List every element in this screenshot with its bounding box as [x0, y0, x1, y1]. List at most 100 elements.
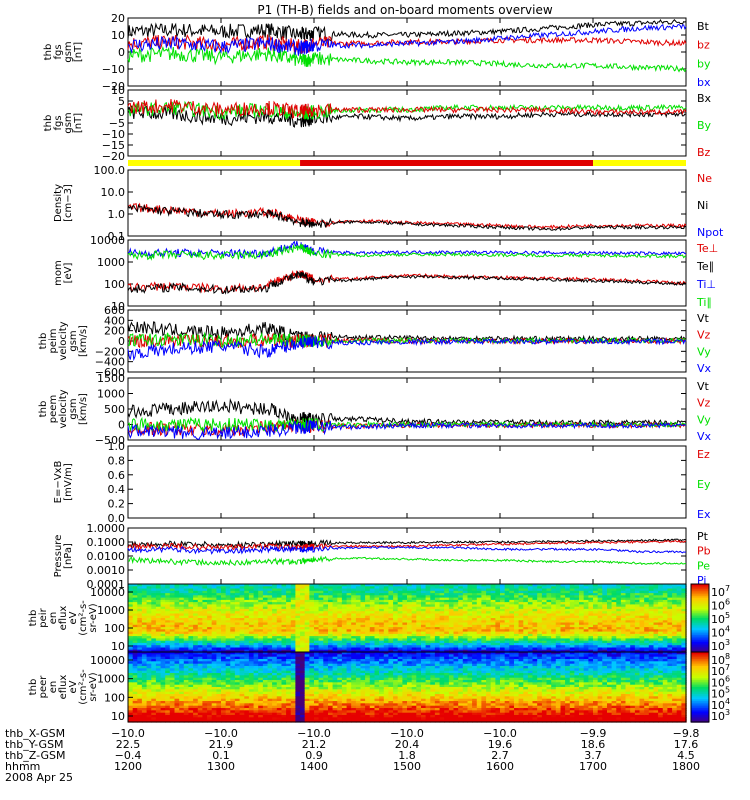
- spectrogram-cell: [174, 640, 180, 644]
- spectrogram-cell: [216, 701, 222, 704]
- spectrogram-cell: [328, 622, 334, 626]
- spectrogram-cell: [500, 640, 506, 644]
- spectrogram-cell: [155, 708, 162, 711]
- spectrogram-cell: [239, 631, 245, 635]
- spectrogram-cell: [332, 645, 338, 649]
- spectrogram-cell: [146, 708, 152, 711]
- spectrogram-cell: [667, 586, 673, 590]
- spectrogram-cell: [597, 636, 603, 639]
- spectrogram-cell: [276, 703, 283, 707]
- spectrogram-cell: [290, 613, 297, 617]
- spectrogram-cell: [337, 615, 343, 619]
- spectrogram-cell: [555, 586, 562, 590]
- spectrogram-cell: [620, 631, 627, 635]
- spectrogram-cell: [165, 689, 171, 693]
- spectrogram-cell: [379, 633, 385, 637]
- spectrogram-cell: [230, 593, 236, 596]
- spectrogram-cell: [546, 642, 552, 646]
- spectrogram-cell: [393, 590, 399, 594]
- spectrogram-cell: [676, 584, 682, 587]
- spectrogram-cell: [151, 698, 157, 702]
- y-tick-label: 1000: [97, 388, 125, 401]
- spectrogram-cell: [216, 611, 222, 615]
- spectrogram-cell: [216, 656, 222, 660]
- spectrogram-cell: [276, 682, 283, 686]
- spectrogram-cell: [523, 622, 529, 626]
- colorbar-cell: [691, 618, 709, 621]
- spectrogram-cell: [374, 627, 380, 630]
- spectrogram-cell: [193, 663, 199, 667]
- spectrogram-cell: [211, 696, 217, 700]
- spectrogram-cell: [662, 627, 669, 630]
- spectrogram-cell: [662, 645, 669, 649]
- spectrogram-cell: [300, 629, 306, 633]
- spectrogram-cell: [565, 584, 571, 587]
- spectrogram-cell: [244, 606, 250, 610]
- spectrogram-cell: [318, 593, 324, 596]
- spectrogram-cell: [146, 696, 152, 700]
- spectrogram-cell: [183, 647, 190, 651]
- spectrogram-cell: [546, 602, 552, 605]
- spectrogram-cell: [481, 631, 487, 635]
- spectrogram-cell: [537, 602, 543, 605]
- spectrogram-cell: [309, 599, 315, 603]
- spectrogram-cell: [211, 656, 217, 660]
- spectrogram-cell: [155, 597, 162, 601]
- y-tick-label: −20: [102, 80, 125, 93]
- spectrogram-cell: [248, 624, 255, 628]
- spectrogram-cell: [183, 680, 190, 683]
- spectrogram-cell: [202, 649, 208, 653]
- spectrogram-cell: [500, 611, 506, 615]
- spectrogram-cell: [160, 705, 166, 709]
- spectrogram-cell: [439, 584, 445, 587]
- spectrogram-cell: [253, 715, 259, 718]
- spectrogram-cell: [616, 590, 622, 594]
- spectrogram-cell: [416, 613, 422, 617]
- spectrogram-cell: [267, 717, 273, 721]
- spectrogram-cell: [281, 586, 287, 590]
- spectrogram-cell: [155, 595, 162, 599]
- spectrogram-cell: [500, 608, 506, 612]
- spectrogram-cell: [602, 620, 608, 624]
- spectrogram-cell: [193, 673, 199, 676]
- spectrogram-cell: [248, 608, 255, 612]
- spectrogram-cell: [151, 631, 157, 635]
- spectrogram-cell: [355, 613, 362, 617]
- spectrogram-cell: [490, 593, 496, 596]
- spectrogram-cell: [300, 642, 306, 646]
- spectrogram-cell: [151, 691, 157, 695]
- spectrogram-cell: [244, 715, 250, 718]
- spectrogram-cell: [504, 595, 510, 599]
- spectrogram-cell: [462, 636, 469, 639]
- spectrogram-cell: [160, 631, 166, 635]
- spectrogram-cell: [207, 629, 213, 633]
- spectrogram-cell: [523, 590, 529, 594]
- spectrogram-cell: [383, 606, 390, 610]
- spectrogram-cell: [467, 618, 473, 621]
- spectrogram-cell: [323, 631, 329, 635]
- spectrogram-cell: [504, 584, 510, 587]
- spectrogram-cell: [486, 622, 492, 626]
- colorbar-cell: [691, 585, 709, 588]
- legend-entry: bx: [697, 76, 711, 89]
- spectrogram-cell: [174, 712, 180, 716]
- spectrogram-cell: [430, 633, 436, 637]
- spectrogram-cell: [346, 586, 352, 590]
- spectrogram-cell: [132, 586, 138, 590]
- spectrogram-cell: [620, 629, 627, 633]
- spectrogram-cell: [397, 629, 403, 633]
- spectrogram-cell: [346, 633, 352, 637]
- spectrogram-cell: [151, 620, 157, 624]
- spectrogram-cell: [165, 627, 171, 630]
- spectrogram-cell: [527, 602, 534, 605]
- spectrogram-cell: [295, 636, 301, 639]
- spectrogram-cell: [527, 608, 534, 612]
- spectrogram-cell: [462, 595, 469, 599]
- spectrogram-cell: [593, 602, 599, 605]
- spectrogram-cell: [202, 629, 208, 633]
- spectrogram-cell: [481, 588, 487, 592]
- spectrogram-cell: [276, 698, 283, 702]
- spectrogram-cell: [160, 689, 166, 693]
- spectrogram-cell: [234, 677, 241, 681]
- spectrogram-cell: [169, 680, 176, 683]
